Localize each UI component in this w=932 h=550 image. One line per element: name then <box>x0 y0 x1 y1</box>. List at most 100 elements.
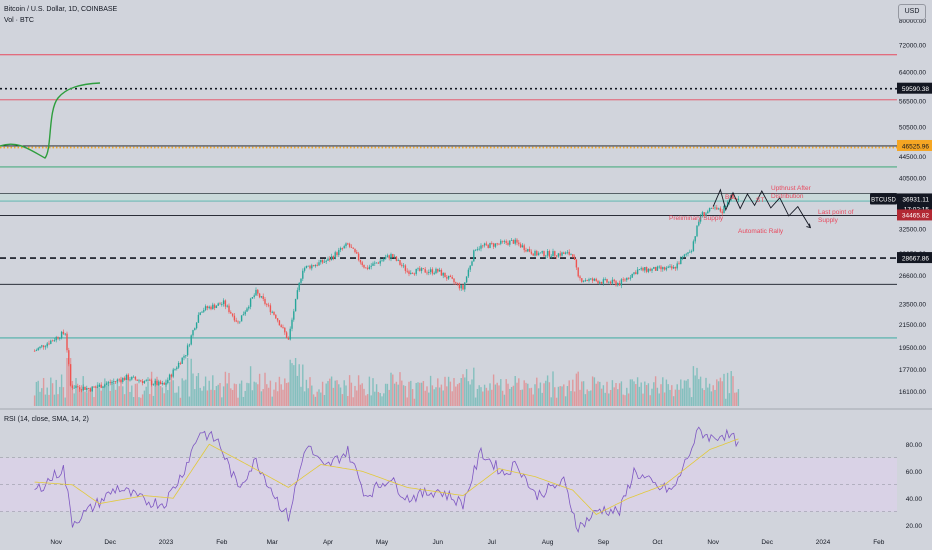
candle-body <box>534 251 536 256</box>
volume-bar <box>586 389 588 406</box>
candle-body <box>102 386 104 388</box>
volume-bar <box>244 390 246 406</box>
candle-body <box>188 344 191 346</box>
volume-bars <box>33 358 740 406</box>
volume-bar <box>608 393 610 406</box>
candle-body <box>532 253 534 256</box>
volume-bar <box>379 393 381 406</box>
volume-bar <box>176 392 178 406</box>
candle-body <box>721 211 723 214</box>
volume-bar <box>323 394 326 406</box>
time-axis[interactable]: Nov Dec 2023 Feb Mar Apr May Jun Jul Aug Sep Oct Nov… <box>0 533 932 550</box>
volume-bar <box>568 380 570 406</box>
price-axis[interactable]: 16100.00 17700.00 19500.00 21500.00 23500.00… <box>897 0 932 550</box>
volume-bar <box>404 385 407 406</box>
candle-body <box>53 340 56 342</box>
volume-bar <box>642 393 644 406</box>
candle-body <box>152 384 155 386</box>
candle-body <box>55 337 57 341</box>
volume-bar <box>365 395 367 406</box>
candle-body <box>487 244 489 248</box>
candle-body <box>73 387 75 389</box>
volume-bar <box>417 382 419 406</box>
volume-bar <box>390 372 392 406</box>
volume-bar <box>674 389 677 406</box>
candle-body <box>210 306 212 310</box>
price-label-text: 34465.82 <box>902 213 929 220</box>
candle-body <box>530 251 533 254</box>
volume-bar <box>658 393 660 406</box>
volume-bar <box>498 385 500 406</box>
volume-bar <box>606 381 608 406</box>
candle-body <box>208 306 210 309</box>
candle-body <box>316 264 318 266</box>
candle-body <box>611 279 614 284</box>
candle-body <box>230 312 232 314</box>
candle-body <box>345 243 347 247</box>
candle-body <box>541 251 543 253</box>
volume-bar <box>170 376 173 406</box>
candle-body <box>460 285 462 289</box>
volume-bar <box>539 382 542 406</box>
volume-bar <box>199 387 201 406</box>
candle-body <box>626 277 628 281</box>
candle-body <box>681 256 684 259</box>
candle-body <box>147 379 149 381</box>
candle-body <box>62 331 65 334</box>
candle-body <box>678 263 680 265</box>
candle-body <box>500 240 502 244</box>
candle-body <box>674 266 677 269</box>
volume-bar <box>111 381 113 406</box>
volume-bar <box>255 382 257 406</box>
candle-body <box>566 251 569 253</box>
candle-body <box>303 268 306 271</box>
candle-body <box>159 381 162 385</box>
volume-bar <box>302 364 304 406</box>
candle-body <box>584 280 587 281</box>
candle-body <box>429 269 432 272</box>
price-label-box <box>897 252 932 264</box>
volume-bar <box>109 390 111 406</box>
volume-bar <box>471 379 473 406</box>
candle-body <box>352 247 354 249</box>
volume-bar <box>473 367 475 406</box>
candle-body <box>86 388 88 390</box>
candle-body <box>563 252 565 254</box>
currency-selector[interactable]: USD <box>898 4 926 20</box>
candle-body <box>662 267 664 270</box>
volume-bar <box>203 386 205 406</box>
volume-bar <box>59 386 61 406</box>
volume-bar <box>312 394 315 406</box>
volume-bar <box>437 378 439 406</box>
candle-body <box>305 265 308 269</box>
candle-body <box>244 311 246 315</box>
candle-body <box>588 279 590 281</box>
volume-bar <box>611 380 614 406</box>
volume-bar <box>271 396 273 406</box>
candle-body <box>438 269 441 272</box>
candle-body <box>350 246 353 248</box>
volume-bar <box>604 392 606 406</box>
candle-body <box>361 262 363 266</box>
candle-body <box>170 374 173 377</box>
candle-body <box>575 259 578 268</box>
candle-body <box>424 269 426 273</box>
volume-bar <box>64 397 66 406</box>
volume-bar <box>717 381 720 406</box>
volume-bar <box>154 378 156 406</box>
time-tick-label: May <box>376 539 389 546</box>
volume-bar <box>525 382 527 406</box>
candle-body <box>368 266 371 269</box>
volume-bar <box>593 377 596 406</box>
volume-bar <box>161 387 164 406</box>
candle-body <box>680 258 682 265</box>
candle-body <box>496 243 498 245</box>
candle-body <box>395 256 398 261</box>
candle-body <box>483 243 486 246</box>
volume-bar <box>386 383 389 406</box>
candle-body <box>415 268 417 274</box>
volume-bar <box>228 372 230 406</box>
volume-bar <box>429 375 432 406</box>
